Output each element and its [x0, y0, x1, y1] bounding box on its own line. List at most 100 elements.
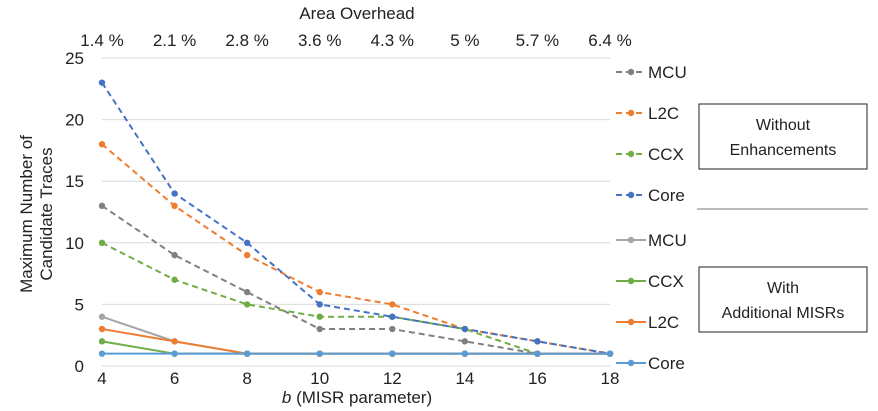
top-tick-label: 5.7 % [516, 31, 559, 50]
data-point [171, 338, 178, 345]
data-point [316, 288, 323, 296]
legend-swatch-marker [627, 68, 635, 76]
y-axis-title-line1: Maximum Number of [17, 135, 36, 293]
y-axis-title-line2: Candidate Traces [37, 147, 56, 280]
legend-label: Core [648, 354, 685, 373]
data-point [98, 239, 106, 246]
with-box-line2: Additional MISRs [722, 305, 845, 322]
legend: MCU L2C CCX Core MCU CCX L2C Core [616, 63, 687, 373]
data-point [316, 313, 323, 320]
x-tick-labels: 4 6 8 10 12 14 16 18 [97, 369, 619, 388]
legend-item: L2C [616, 104, 679, 123]
y-tick-labels: 0 5 10 15 20 25 [65, 49, 84, 376]
top-tick-labels: 1.4 % 2.1 % 2.8 % 3.6 % 4.3 % 5 % 5.7 % 6.4 % [80, 31, 631, 50]
top-tick-label: 1.4 % [80, 31, 123, 50]
top-tick-label: 3.6 % [298, 31, 341, 50]
x-tick-label: 6 [170, 369, 179, 388]
data-point [316, 325, 323, 333]
top-tick-label: 2.8 % [225, 31, 268, 50]
data-point [98, 141, 106, 148]
top-axis-title: Area Overhead [299, 4, 414, 23]
y-tick-label: 5 [75, 295, 84, 314]
data-point [534, 338, 541, 345]
data-point [243, 251, 251, 259]
data-point [389, 325, 396, 333]
data-point [171, 190, 178, 197]
x-axis-title-rest: (MISR parameter) [291, 388, 432, 407]
data-point [389, 350, 396, 357]
data-point [98, 350, 106, 357]
data-point [461, 350, 469, 357]
legend-label: L2C [648, 104, 679, 123]
data-point [98, 79, 106, 86]
with-box-line1: With [767, 280, 799, 297]
with-additional-misrs-box [698, 266, 868, 333]
x-axis-title-italic: b [282, 388, 291, 407]
x-tick-label: 8 [242, 369, 251, 388]
data-point [98, 202, 106, 210]
legend-swatch-marker [627, 109, 635, 117]
data-point [98, 313, 106, 320]
legend-swatch-marker [627, 236, 635, 244]
data-point [389, 301, 396, 308]
series-core-without [98, 79, 614, 357]
top-tick-label: 2.1 % [153, 31, 196, 50]
x-tick-label: 14 [455, 369, 474, 388]
x-tick-label: 10 [310, 369, 329, 388]
data-point [243, 301, 251, 308]
legend-swatch-marker [627, 150, 635, 158]
series-line [101, 241, 610, 355]
series-line [101, 82, 611, 355]
legend-item: CCX [616, 145, 684, 164]
gridlines [102, 57, 610, 367]
legend-label: L2C [648, 313, 679, 332]
y-tick-label: 20 [65, 111, 84, 130]
data-point [243, 239, 251, 246]
data-point [243, 288, 251, 296]
data-point [461, 338, 469, 345]
data-point [171, 350, 178, 357]
series-l2c-without [98, 141, 614, 357]
data-point [389, 313, 396, 320]
x-tick-label: 16 [528, 369, 547, 388]
legend-item: Core [616, 354, 685, 373]
data-point [171, 276, 178, 283]
without-box-line2: Enhancements [730, 142, 837, 159]
data-point [171, 202, 178, 210]
y-tick-label: 10 [65, 234, 84, 253]
legend-item: L2C [616, 313, 679, 332]
legend-swatch-marker [627, 359, 635, 367]
series-line [101, 315, 610, 355]
x-tick-label: 4 [97, 369, 106, 388]
x-tick-label: 18 [601, 369, 620, 388]
legend-swatch-marker [627, 277, 635, 285]
y-tick-label: 15 [65, 172, 84, 191]
legend-label: MCU [648, 231, 687, 250]
data-point [534, 350, 541, 357]
data-point [98, 338, 106, 345]
top-tick-label: 6.4 % [588, 31, 631, 50]
without-box-line1: Without [756, 117, 811, 134]
legend-item: MCU [616, 231, 687, 250]
series-layer [98, 79, 614, 357]
y-tick-label: 25 [65, 49, 84, 68]
legend-label: CCX [648, 145, 684, 164]
legend-label: MCU [648, 63, 687, 82]
data-point [243, 350, 251, 357]
series-mcu-with [98, 313, 614, 357]
data-point [171, 251, 178, 259]
legend-swatch-marker [627, 191, 635, 199]
data-point [316, 350, 323, 357]
series-line [101, 205, 610, 355]
legend-item: CCX [616, 272, 684, 291]
legend-label: Core [648, 186, 685, 205]
data-point [461, 325, 469, 333]
without-enhancements-box [698, 103, 868, 170]
y-tick-label: 0 [75, 357, 84, 376]
data-point [98, 325, 106, 333]
legend-item: MCU [616, 63, 687, 82]
series-core-with [98, 350, 614, 357]
x-tick-label: 12 [383, 369, 402, 388]
data-point [316, 301, 323, 308]
